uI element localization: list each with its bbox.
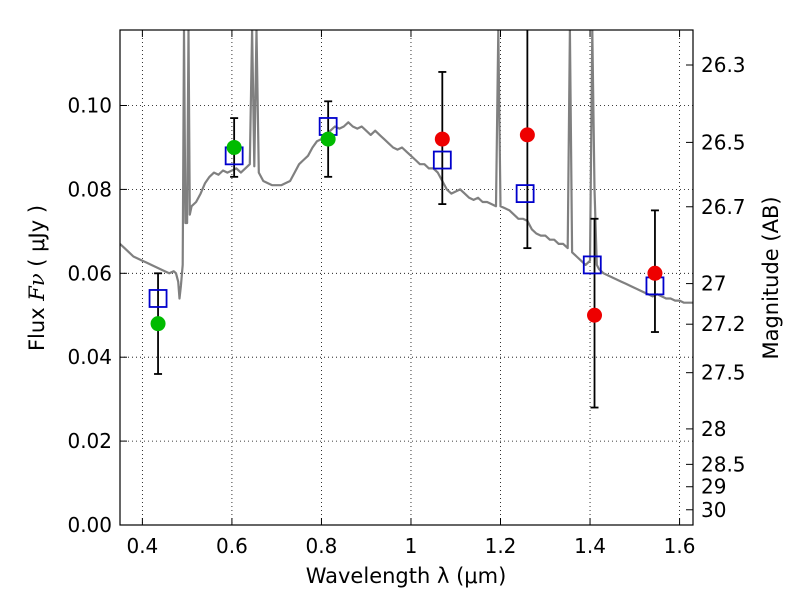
detections-point (226, 139, 242, 155)
y2-tick-label: 29 (701, 475, 726, 499)
x-axis-label: Wavelength λ (μm) (306, 564, 507, 588)
y-tick-label: 0.06 (67, 261, 112, 285)
y2-tick-label: 26.3 (701, 53, 746, 77)
y-axis-label-suffix: ( μJy ) (25, 205, 49, 273)
y2-tick-label: 27.5 (701, 361, 746, 385)
y2-tick-label: 26.5 (701, 130, 746, 154)
y-tick-label: 0.08 (67, 177, 112, 201)
y-axis-label-prefix: Flux (25, 301, 49, 351)
x-tick-label: 1.4 (574, 534, 606, 558)
x-tick-label: 1.6 (664, 534, 696, 558)
detections-point (150, 316, 166, 332)
y-tick-label: 0.02 (67, 429, 112, 453)
y-tick-label: 0.00 (67, 513, 112, 537)
x-tick-label: 0.6 (216, 534, 248, 558)
model-spectrum-line (120, 30, 693, 304)
x-tick-label: 0.4 (126, 534, 158, 558)
model-photometry-square (582, 255, 602, 275)
grid (120, 30, 693, 526)
plot-area (120, 30, 693, 304)
y2-tick-label: 30 (701, 498, 726, 522)
upper-band-measurements-point (587, 307, 603, 323)
x-tick-label: 1 (405, 534, 418, 558)
upper-band-measurements-point (647, 265, 663, 281)
y-tick-label: 0.04 (67, 345, 112, 369)
y2-axis-label: Magnitude (AB) (759, 196, 783, 359)
x-tick-label: 1.2 (485, 534, 517, 558)
y-tick-label: 0.10 (67, 94, 112, 118)
x-tick-label: 0.8 (306, 534, 338, 558)
y2-tick-label: 26.7 (701, 195, 746, 219)
upper-band-measurements-point (519, 127, 535, 143)
y2-tick-label: 28.5 (701, 452, 746, 476)
y2-tick-label: 27 (701, 272, 726, 296)
markers (148, 30, 665, 409)
model-photometry-square (148, 289, 168, 308)
ticks: 0.4 0.6 0.8 1 1.2 1.4 1.6 0.00 0.02 0.04 0.06 0.08 0… (67, 30, 746, 558)
model-photometry-square (432, 150, 452, 170)
y-axis-label-symbol: Fν (25, 273, 49, 302)
model-photometry-square (515, 184, 535, 204)
y2-tick-label: 27.2 (701, 312, 746, 336)
y-axis-label: Flux Fν ( μJy ) (25, 205, 49, 351)
detections-point (320, 131, 336, 147)
y2-tick-label: 28 (701, 417, 726, 441)
upper-band-measurements-point (434, 131, 450, 147)
plot-frame (119, 29, 694, 526)
